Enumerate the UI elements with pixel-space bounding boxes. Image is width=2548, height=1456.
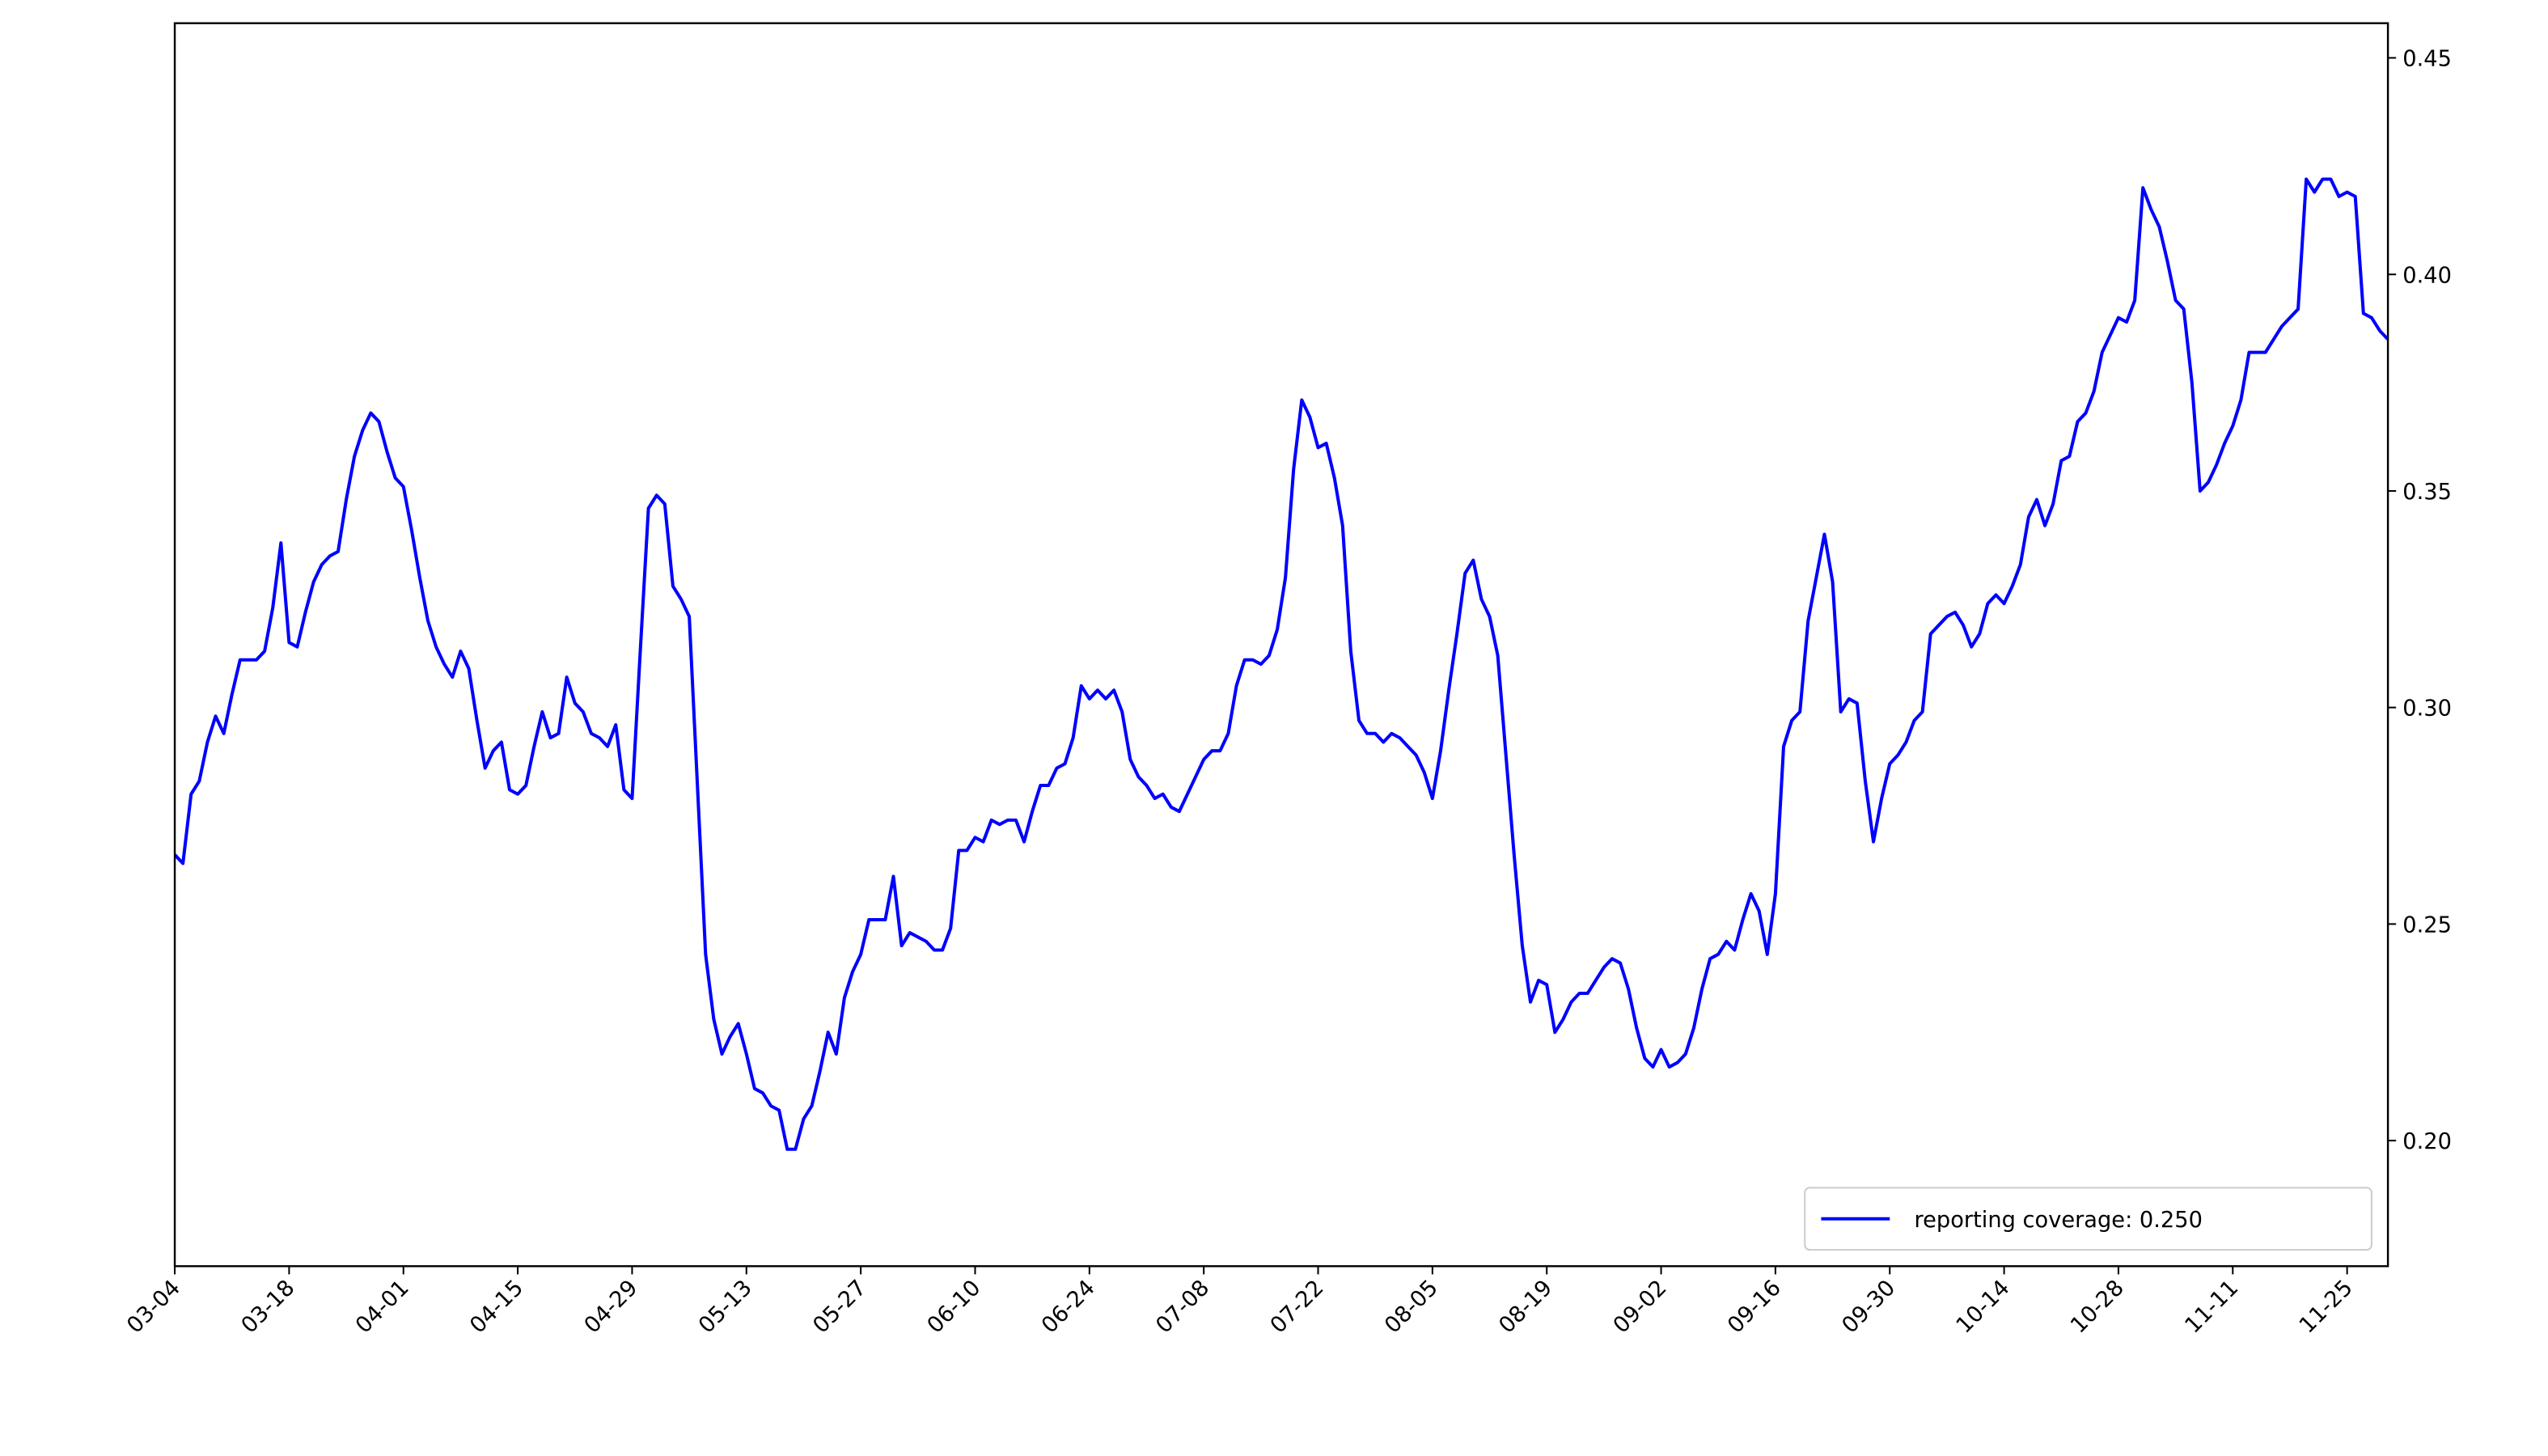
y-tick-label: 0.30 (2402, 696, 2452, 722)
plot-frame (173, 22, 2389, 1268)
y-tick-label: 0.40 (2402, 263, 2452, 288)
y-tick-label: 0.45 (2402, 47, 2452, 72)
y-tick-label: 0.35 (2402, 480, 2452, 505)
y-tick-label: 0.25 (2402, 912, 2452, 938)
y-tick-label: 0.20 (2402, 1129, 2452, 1154)
data-line (175, 177, 2389, 1151)
legend: reporting coverage: 0.250 (1804, 1187, 2372, 1251)
legend-label: reporting coverage: 0.250 (1915, 1208, 2203, 1233)
legend-box (1804, 1187, 2372, 1251)
